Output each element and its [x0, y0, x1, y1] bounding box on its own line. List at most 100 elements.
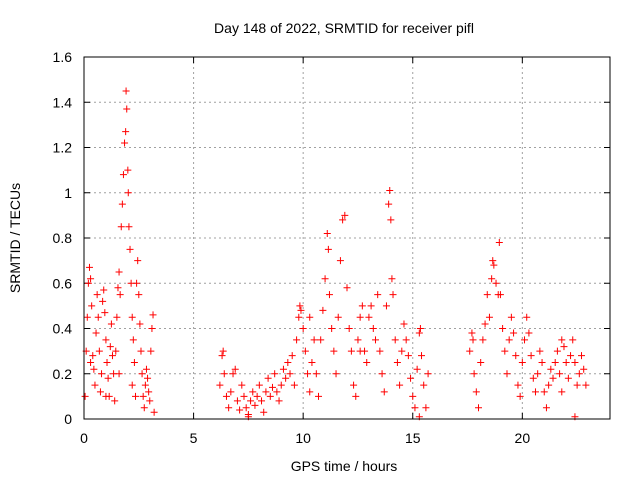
data-point: [216, 381, 224, 389]
data-point: [391, 336, 399, 344]
data-point: [564, 374, 572, 382]
data-point: [115, 370, 123, 378]
data-point: [567, 352, 575, 360]
data-point: [505, 336, 513, 344]
data-point: [96, 388, 104, 396]
data-point: [95, 347, 103, 355]
data-point: [279, 365, 287, 373]
data-point: [388, 275, 396, 283]
data-point: [341, 211, 349, 219]
data-point: [273, 388, 281, 396]
data-point: [330, 347, 338, 355]
data-point: [345, 325, 353, 332]
data-point: [233, 397, 241, 405]
data-point: [83, 313, 91, 321]
y-axis-label: SRMTID / TECUs: [7, 183, 23, 293]
y-tick-label: 1.4: [53, 94, 73, 110]
data-point: [134, 257, 142, 265]
data-point: [468, 329, 476, 337]
data-point: [350, 381, 358, 389]
y-tick-label: 0.8: [53, 230, 73, 246]
data-point: [573, 381, 581, 389]
data-point: [262, 388, 270, 396]
data-point: [534, 370, 542, 378]
data-point: [380, 388, 388, 396]
data-point: [260, 408, 268, 416]
data-point: [367, 302, 375, 310]
data-point: [100, 286, 108, 294]
data-point: [88, 302, 96, 310]
data-point: [334, 313, 342, 321]
data-point: [268, 383, 276, 391]
data-point: [580, 365, 588, 373]
data-point: [125, 223, 133, 231]
data-point: [521, 336, 529, 344]
grid-lines: [84, 57, 610, 419]
data-point: [488, 275, 496, 283]
data-point: [121, 139, 129, 147]
data-point: [297, 306, 305, 314]
data-point: [124, 166, 132, 174]
data-point: [271, 370, 279, 378]
data-point: [382, 302, 390, 310]
data-point: [119, 171, 127, 179]
data-point: [387, 216, 395, 224]
data-point: [304, 370, 312, 378]
data-point: [356, 313, 364, 321]
data-point: [525, 329, 533, 337]
data-point: [516, 392, 524, 400]
data-point: [324, 245, 332, 253]
data-point: [560, 343, 568, 351]
y-tick-label: 0.4: [53, 321, 73, 337]
data-point: [146, 397, 154, 405]
data-point: [466, 347, 474, 355]
data-point: [258, 397, 266, 405]
y-tick-label: 0: [64, 411, 72, 427]
data-point: [103, 358, 111, 366]
data-point: [299, 325, 307, 332]
data-point: [266, 392, 274, 400]
data-point: [354, 336, 362, 344]
data-point: [139, 392, 147, 400]
data-point: [219, 347, 227, 355]
data-point: [518, 358, 526, 366]
data-point: [123, 105, 131, 113]
data-point: [93, 291, 101, 299]
data-point: [142, 365, 150, 373]
data-point: [90, 365, 98, 373]
x-tick-label: 15: [405, 430, 421, 446]
x-tick-label: 20: [515, 430, 531, 446]
data-point: [264, 374, 272, 382]
data-point: [485, 313, 493, 321]
data-point: [501, 347, 509, 355]
data-point: [85, 263, 93, 271]
data-point: [112, 347, 120, 355]
data-point: [571, 358, 579, 366]
data-point: [389, 291, 397, 299]
data-point: [402, 336, 410, 344]
data-point: [363, 358, 371, 366]
data-point: [227, 388, 235, 396]
data-point: [386, 186, 394, 194]
data-point: [312, 370, 320, 378]
y-tick-label: 1.6: [53, 49, 73, 65]
data-point: [536, 347, 544, 355]
data-point: [371, 336, 379, 344]
data-point: [284, 358, 292, 366]
data-point: [404, 352, 412, 360]
data-point: [328, 325, 336, 332]
data-point: [483, 291, 491, 299]
data-point: [148, 325, 156, 332]
data-point: [247, 397, 255, 405]
data-point: [229, 370, 237, 378]
data-point: [319, 306, 327, 314]
data-point: [553, 347, 561, 355]
data-point: [549, 374, 557, 382]
data-point: [128, 313, 136, 321]
data-point: [136, 320, 144, 328]
data-point: [545, 381, 553, 389]
data-point: [220, 370, 228, 378]
data-point: [523, 313, 531, 321]
data-point: [147, 347, 155, 355]
data-point: [385, 200, 393, 208]
